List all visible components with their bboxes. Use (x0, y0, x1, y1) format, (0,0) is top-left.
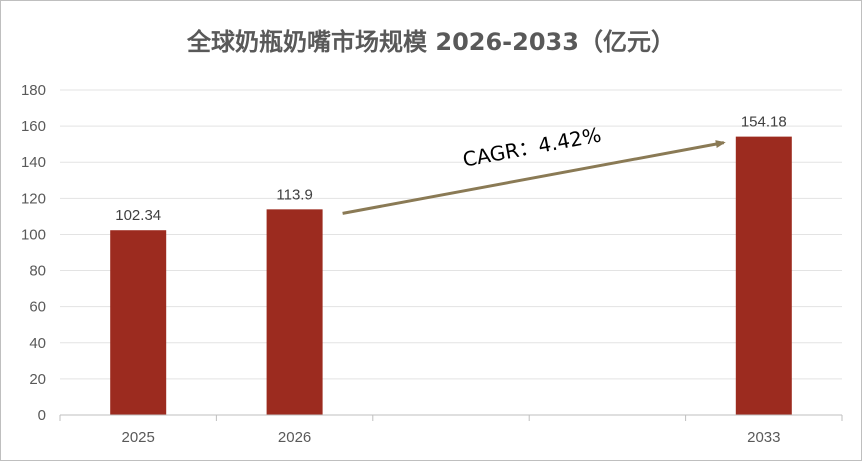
y-tick-label: 20 (29, 371, 46, 388)
y-tick-label: 60 (29, 299, 46, 316)
cagr-arrow (342, 140, 726, 215)
x-tick-label: 2026 (278, 429, 311, 446)
data-label: 113.9 (276, 186, 312, 203)
data-label: 154.18 (741, 114, 787, 131)
bar (266, 209, 323, 415)
y-tick-label: 100 (21, 226, 46, 243)
cagr-label: CAGR：4.42% (461, 123, 603, 172)
y-tick-label: 140 (21, 154, 46, 171)
y-tick-label: 180 (21, 82, 46, 99)
data-label: 102.34 (115, 207, 161, 224)
chart-title: 全球奶瓶奶嘴市场规模 2026-2033（亿元） (187, 28, 675, 56)
bar (110, 230, 167, 415)
y-tick-label: 160 (21, 118, 46, 135)
bar (735, 136, 792, 415)
y-tick-label: 120 (21, 190, 46, 207)
x-tick-label: 2033 (747, 429, 780, 446)
x-tick-label: 2025 (122, 429, 155, 446)
y-tick-label: 40 (29, 335, 46, 352)
y-tick-label: 0 (38, 407, 46, 424)
y-tick-label: 80 (29, 263, 46, 280)
